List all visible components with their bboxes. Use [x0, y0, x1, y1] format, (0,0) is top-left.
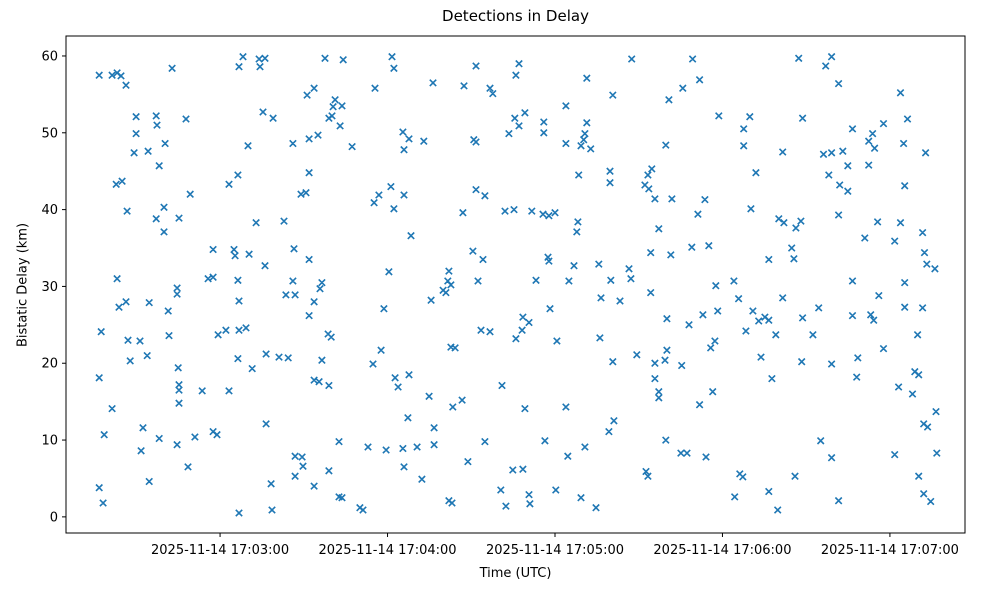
y-axis-label: Bistatic Delay (km) [15, 222, 31, 348]
x-axis-label: Time (UTC) [479, 566, 552, 581]
x-tick-label: 2025-11-14 17:07:00 [821, 543, 959, 558]
scatter-points [95, 52, 941, 517]
y-tick-label: 60 [41, 49, 58, 64]
x-tick-label: 2025-11-14 17:06:00 [653, 543, 791, 558]
x-tick-label: 2025-11-14 17:05:00 [486, 543, 624, 558]
y-tick-label: 0 [50, 510, 58, 525]
y-tick-label: 50 [41, 126, 58, 141]
y-tick-label: 20 [41, 357, 58, 372]
axes-frame [65, 35, 966, 534]
y-tick-label: 40 [41, 203, 58, 218]
x-tick-label: 2025-11-14 17:04:00 [318, 543, 456, 558]
x-tick-label: 2025-11-14 17:03:00 [151, 543, 289, 558]
chart-title: Detections in Delay [442, 7, 589, 25]
y-tick-label: 10 [41, 434, 58, 449]
y-tick-label: 30 [41, 280, 58, 295]
